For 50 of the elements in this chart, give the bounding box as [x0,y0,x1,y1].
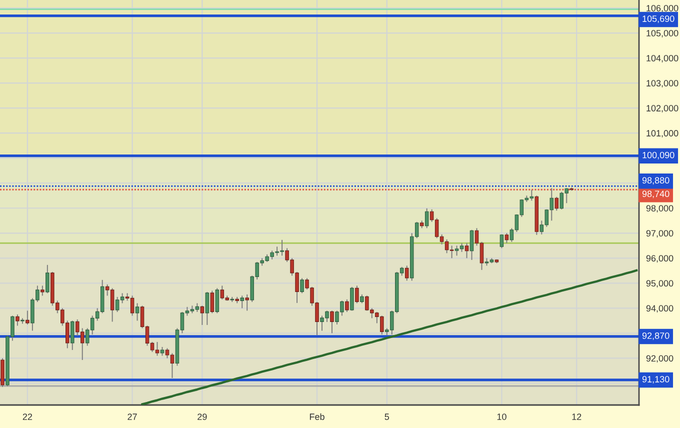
candlestick [470,229,474,260]
candlestick [215,288,220,314]
y-tick-label: 96,000 [646,255,674,263]
candlestick [504,232,509,244]
ref-line-label: 91,130 [642,376,670,384]
line-series [141,269,638,405]
candlestick [500,234,504,249]
candlestick [205,291,210,326]
candlestick [40,285,44,296]
ref-line-label: 92,870 [642,332,670,340]
x-tick-label: 27 [128,414,137,420]
y-tick-label: 92,000 [646,355,674,363]
x-tick-label: 29 [198,414,207,420]
x-tick-label: 10 [497,414,506,420]
candlestick [300,278,304,294]
y-tick-label: 103,000 [646,80,678,88]
candlestick [210,290,214,314]
candlestick [70,320,74,350]
candlestick [330,310,334,334]
candlestick [16,314,20,326]
candlestick [135,302,140,322]
candlestick [464,242,469,259]
ref-line-label: 105,690 [642,16,674,23]
x-tick-label: Feb [310,413,324,420]
y-tick-label: 106,000 [646,4,678,12]
candlestick [554,196,559,212]
candlestick [404,265,409,282]
x-tick-label: 22 [22,414,32,420]
y-tick-label: 104,000 [646,55,678,62]
y-tick-label: 105,000 [646,30,678,38]
candlestick [200,305,204,326]
y-tick-label: 98,000 [646,205,674,213]
ref-line-label: 100,090 [642,152,674,160]
candlestick [355,285,359,304]
y-tick-label: 94,000 [646,305,674,313]
ref-line-label: 98,880 [642,177,670,185]
y-tick-label: 102,000 [646,105,678,112]
y-tick-label: 101,000 [646,130,678,138]
candlestick [345,298,349,312]
candlestick [245,294,249,312]
candlestick [350,286,354,312]
y-tick-label: 97,000 [646,230,674,238]
candlestick [240,295,244,309]
x-tick-label: 5 [384,414,390,420]
candlestick [424,208,429,229]
candlestick [46,264,50,294]
x-tick-label: 12 [572,414,582,420]
ref-line-label: 98,740 [642,190,670,198]
candlestick [26,310,30,325]
y-tick-label: 95,000 [646,280,674,288]
